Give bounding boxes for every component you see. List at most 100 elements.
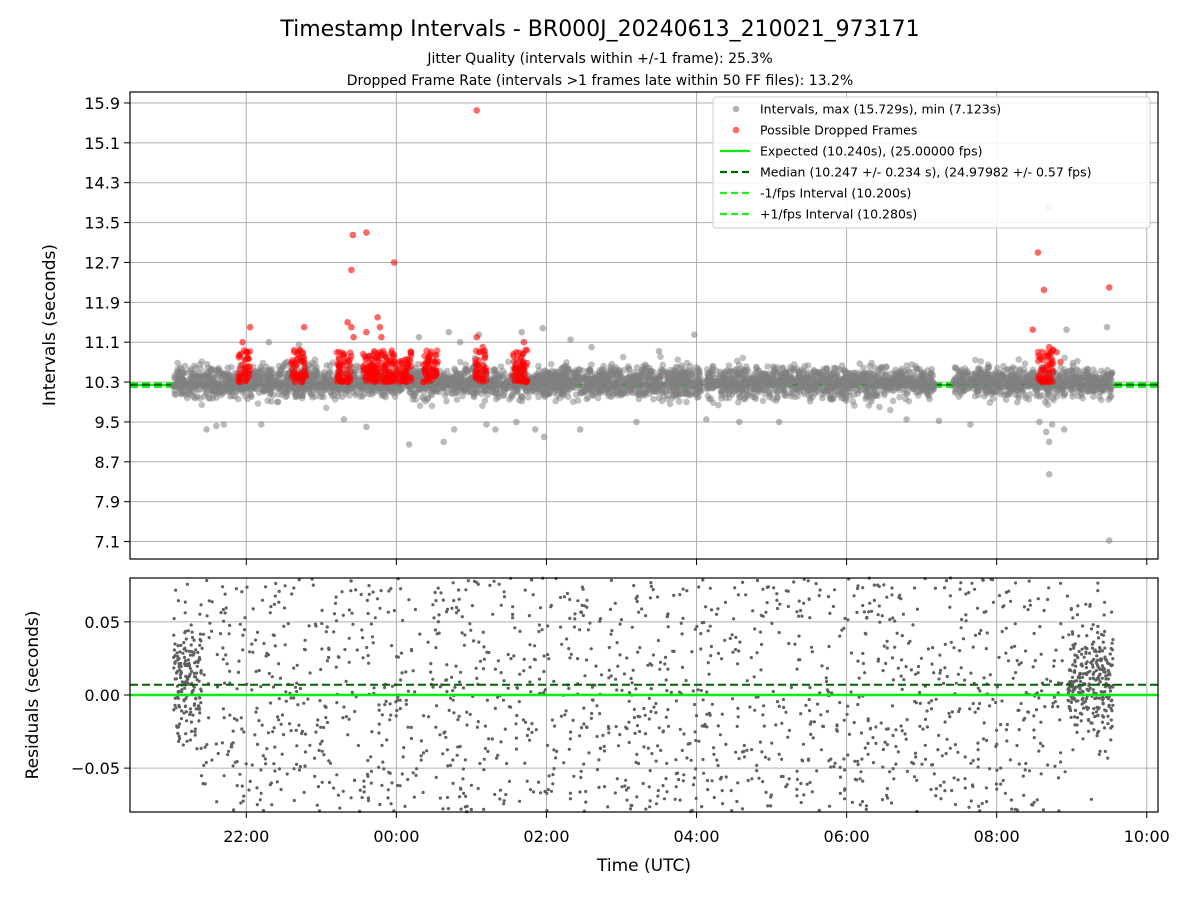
dropped-frame-point xyxy=(473,333,481,341)
dropped-frame-point xyxy=(291,376,299,383)
dropped-frame-point xyxy=(346,349,354,357)
interval-point xyxy=(246,391,254,398)
dropped-frame-point xyxy=(473,107,481,114)
interval-point xyxy=(670,386,678,394)
dropped-frame-point xyxy=(515,372,522,379)
interval-point xyxy=(898,365,905,373)
interval-point xyxy=(201,392,208,400)
interval-point xyxy=(780,382,787,390)
interval-point xyxy=(1055,382,1063,389)
interval-outlier-point xyxy=(340,416,348,423)
interval-point xyxy=(646,385,654,392)
interval-point xyxy=(194,393,201,400)
interval-outlier-point xyxy=(492,426,499,433)
dropped-frame-point xyxy=(382,376,389,384)
interval-point xyxy=(311,376,318,383)
interval-point xyxy=(844,369,852,377)
interval-point xyxy=(236,384,243,392)
interval-point xyxy=(1078,392,1085,399)
interval-outlier-point xyxy=(736,418,743,426)
interval-point xyxy=(833,365,841,373)
interval-point xyxy=(1014,379,1022,386)
dropped-frame-point xyxy=(336,367,344,375)
interval-point xyxy=(535,381,543,389)
interval-point xyxy=(311,361,319,368)
interval-point xyxy=(182,391,189,399)
interval-outlier-point xyxy=(445,328,453,336)
interval-point xyxy=(986,399,994,407)
residual-point xyxy=(755,769,759,773)
interval-point xyxy=(849,398,857,406)
interval-point xyxy=(892,369,900,377)
interval-outlier-point xyxy=(903,416,910,423)
dropped-frame-point xyxy=(333,349,341,356)
interval-point xyxy=(887,406,894,414)
residual-point xyxy=(800,614,804,618)
interval-point xyxy=(905,397,913,405)
interval-point xyxy=(261,383,269,391)
interval-outlier-point xyxy=(415,333,423,341)
interval-point xyxy=(317,393,325,401)
interval-point xyxy=(908,361,916,368)
interval-point xyxy=(687,362,694,370)
interval-point xyxy=(850,391,858,399)
interval-point xyxy=(257,363,264,371)
interval-point xyxy=(642,377,649,385)
interval-outlier-point xyxy=(363,423,370,431)
dropped-frame-point xyxy=(246,323,254,331)
interval-outlier-point xyxy=(1103,323,1111,331)
interval-point xyxy=(605,383,613,391)
interval-point xyxy=(734,372,742,379)
residual-point xyxy=(827,644,831,649)
interval-point xyxy=(181,362,189,370)
interval-point xyxy=(636,391,643,398)
dropped-frame-point xyxy=(392,363,399,370)
interval-point xyxy=(814,378,822,385)
interval-outlier-point xyxy=(518,328,525,336)
dropped-frame-point xyxy=(242,349,250,356)
interval-point xyxy=(705,372,713,380)
interval-point xyxy=(203,360,211,368)
interval-point xyxy=(1069,389,1077,397)
interval-point xyxy=(504,381,512,389)
interval-point xyxy=(804,362,812,369)
interval-point xyxy=(629,389,636,397)
dropped-frame-point xyxy=(372,355,380,362)
dropped-frame-point xyxy=(339,349,346,357)
dropped-frame-point xyxy=(516,377,524,385)
intervals-y-tick-label: 9.5 xyxy=(95,413,120,432)
intervals-x-ticks xyxy=(245,559,1148,565)
intervals-y-tick-label: 7.1 xyxy=(95,533,120,552)
interval-point xyxy=(812,390,819,397)
interval-point xyxy=(752,395,759,403)
intervals-y-tick-label: 11.9 xyxy=(84,293,120,312)
interval-point xyxy=(428,402,436,410)
interval-point xyxy=(876,403,883,411)
dropped-frame-point xyxy=(348,323,355,331)
interval-outlier-point xyxy=(1048,421,1056,428)
interval-point xyxy=(1100,370,1107,377)
interval-point xyxy=(725,362,733,369)
interval-point xyxy=(961,369,969,377)
interval-point xyxy=(491,390,499,397)
dropped-frame-point xyxy=(376,323,384,331)
intervals-y-tick-label: 13.5 xyxy=(84,214,120,233)
interval-point xyxy=(723,367,731,374)
interval-point xyxy=(622,388,629,396)
interval-point xyxy=(1074,379,1082,386)
interval-point xyxy=(1045,390,1052,397)
interval-outlier-point xyxy=(440,438,448,446)
interval-point xyxy=(624,363,632,370)
intervals-y-tick-label: 15.1 xyxy=(84,134,120,153)
residual-point xyxy=(737,649,741,653)
interval-point xyxy=(424,395,432,403)
residual-point xyxy=(805,782,809,786)
intervals-y-tick-label: 12.7 xyxy=(84,253,120,272)
dropped-frame-point xyxy=(513,348,520,356)
interval-point xyxy=(739,367,747,375)
interval-outlier-point xyxy=(450,426,458,433)
dropped-frame-point xyxy=(1053,348,1060,356)
residual-point xyxy=(913,775,917,779)
legend-label-0: Intervals, max (15.729s), min (7.123s) xyxy=(760,102,1001,117)
interval-point xyxy=(594,394,602,402)
